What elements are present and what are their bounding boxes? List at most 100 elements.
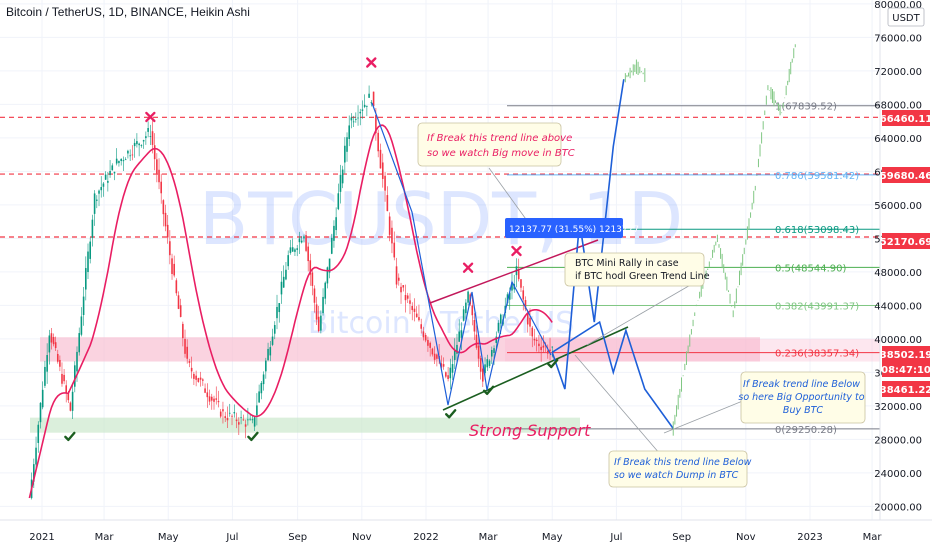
high-marker (145, 111, 156, 123)
candle-body (235, 419, 238, 422)
candle-body (381, 162, 384, 179)
candle-body (262, 374, 265, 385)
candle-body (202, 379, 204, 381)
candle-body (247, 419, 249, 421)
candle-body (542, 345, 545, 348)
candle-body (311, 272, 314, 286)
candle-body (91, 219, 94, 238)
candle-body (484, 364, 486, 374)
time-tick: Mar (863, 532, 883, 543)
candle-body (370, 102, 373, 104)
candle-body (465, 302, 467, 314)
time-axis-ticks: 2021 Mar May Jul Sep Nov 2022 Mar May Jul Sep Nov 20… (29, 532, 882, 543)
candle-body (273, 325, 276, 334)
candle-body (490, 350, 493, 357)
candle-body (388, 216, 391, 235)
time-tick: Mar (479, 532, 499, 543)
callout-trend-above: If Break this trend line above so we wat… (417, 122, 575, 167)
candle-body (109, 170, 111, 176)
time-tick: 2023 (797, 532, 822, 543)
candle-body (175, 280, 178, 294)
price-axis[interactable]: 80000.00 76000.00 72000.00 68000.00 64000.00… (874, 0, 932, 520)
projections (551, 44, 796, 436)
candle-body (368, 93, 370, 98)
candle-body (256, 405, 258, 416)
candle-body (151, 131, 154, 145)
candle-body (359, 111, 362, 114)
candle-body (242, 419, 245, 421)
price-tag-label: 38502.19 (880, 350, 932, 361)
candle-body (529, 317, 531, 327)
high-marker (511, 245, 522, 257)
candle-body (479, 358, 482, 372)
candle-body (442, 364, 445, 367)
candle-body (145, 136, 147, 139)
candle-body (129, 155, 131, 157)
candle-body (404, 294, 407, 301)
candle-body (122, 160, 125, 162)
candle-body (307, 246, 309, 262)
candle-body (140, 145, 143, 146)
candle-body (551, 346, 554, 348)
candle-body (41, 389, 44, 408)
time-tick: Jul (609, 532, 622, 543)
candle-body (391, 227, 393, 244)
price-tick: 40000.00 (874, 335, 922, 346)
candle-body (271, 336, 274, 345)
price-tick: 44000.00 (874, 301, 922, 312)
fib-label: 0.5(48544.90) (775, 263, 847, 274)
candle-body (153, 145, 156, 160)
candle-body (37, 424, 40, 443)
candle-body (533, 338, 536, 341)
candle-body (120, 158, 122, 162)
candle-body (303, 236, 305, 239)
low-marker (547, 358, 559, 369)
candle-body (357, 117, 359, 119)
candle-body (473, 320, 476, 332)
measure-tool[interactable]: 12137.77 (31.55%) 1213777 (505, 218, 639, 238)
candle-body (411, 305, 414, 311)
candle-body (195, 375, 197, 380)
trend-lines[interactable] (371, 102, 629, 411)
candle-body (118, 160, 120, 164)
time-tick: Nov (352, 532, 372, 543)
candle-body (171, 258, 173, 275)
candle-body (386, 195, 389, 212)
candle-body (224, 416, 227, 418)
candle-body (296, 248, 298, 250)
time-tick: Sep (672, 532, 691, 543)
time-axis[interactable]: 2021 Mar May Jul Sep Nov 2022 Mar May Jul Sep Nov 20… (0, 519, 932, 543)
fib-retracement[interactable]: 1(67839.52) 0.786(59581.42) 0.618(53098.43… (507, 102, 880, 436)
candle-body (335, 217, 337, 231)
candle-body (39, 402, 42, 423)
candle-body (409, 300, 411, 304)
candle-body (508, 292, 511, 300)
candle-body (453, 349, 456, 360)
candle-body (415, 313, 418, 318)
candle-body (377, 132, 379, 152)
candle-body (162, 200, 165, 215)
candle-body (328, 258, 331, 273)
candle-body (147, 128, 149, 132)
price-tick: 64000.00 (874, 134, 922, 145)
candle-body (59, 359, 61, 367)
candle-body (366, 105, 368, 107)
candle-body (280, 281, 283, 295)
candle-body (217, 400, 220, 403)
candle-body (436, 354, 438, 359)
candle-body (267, 348, 269, 361)
candle-body (98, 190, 100, 194)
candle-body (348, 125, 350, 139)
svg-text:BTC Mini Rally in case i: BTC Mini Rally in case if BTC hodl Green… (575, 258, 710, 282)
candle-body (309, 260, 312, 275)
candle-body (182, 323, 184, 339)
candle-body (497, 322, 500, 332)
candle-body (48, 335, 51, 353)
candle-body (213, 398, 215, 402)
candle-body (222, 409, 224, 412)
candle-body (287, 255, 289, 267)
candle-body (173, 263, 175, 276)
candle-body (522, 290, 525, 300)
candle-body (460, 330, 463, 338)
